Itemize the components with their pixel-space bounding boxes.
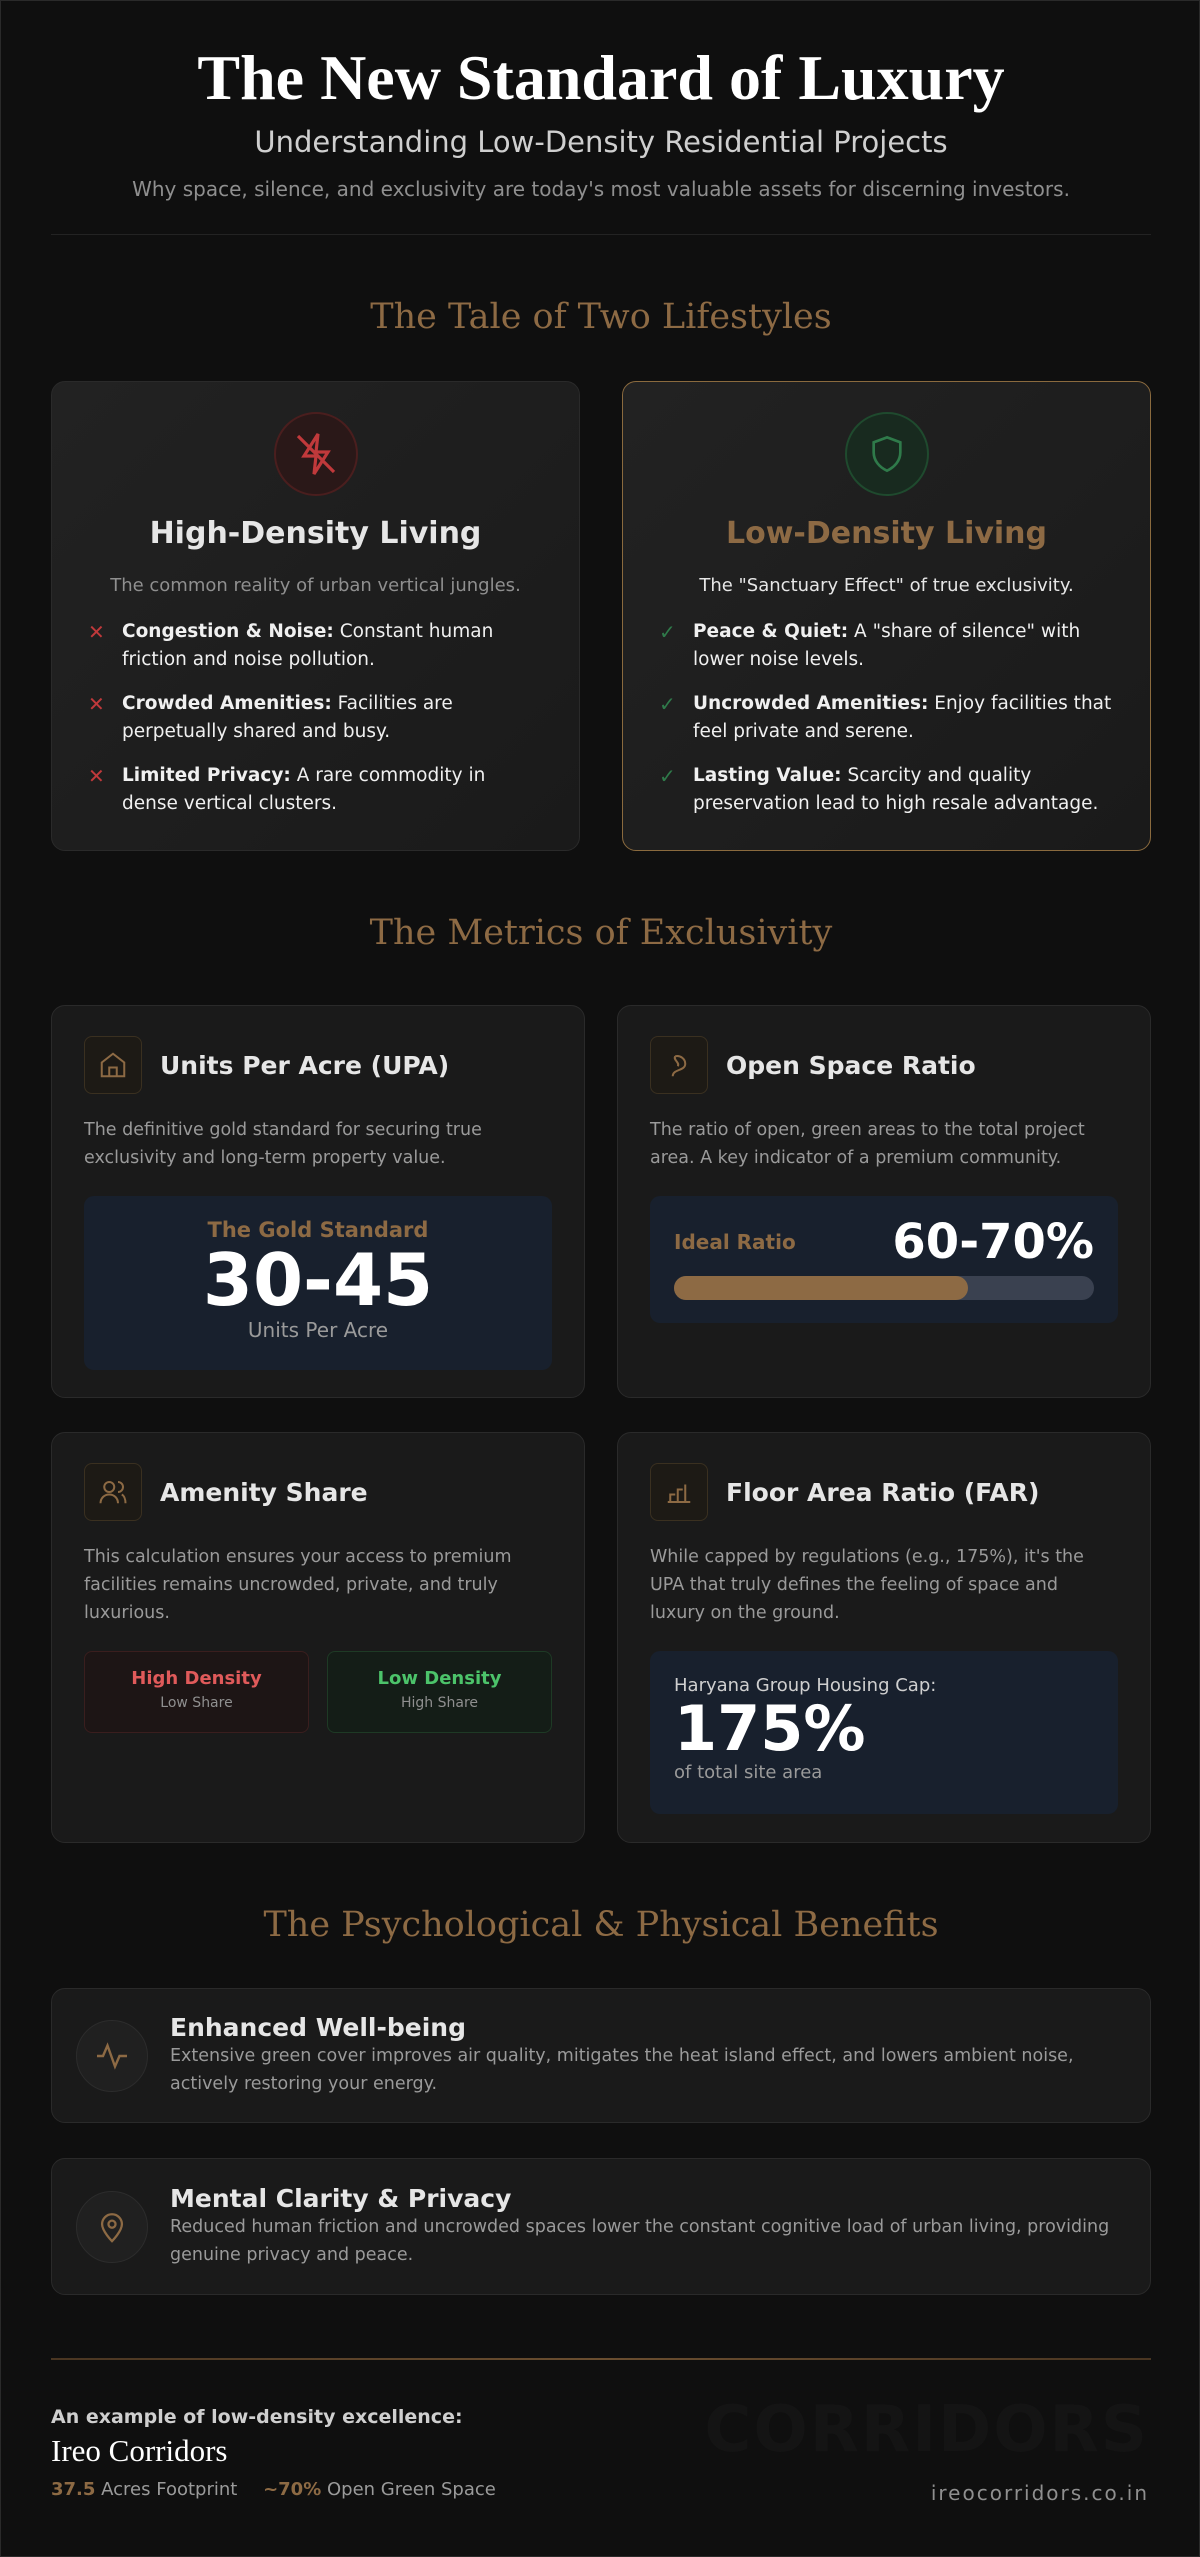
list-marker: ✓ (659, 764, 676, 788)
progress-track (674, 1276, 1094, 1300)
badge-value: 30-45 (202, 1238, 434, 1322)
high-share: High Density Low Share (84, 1651, 309, 1733)
list-marker: ✕ (88, 692, 105, 716)
benefit-card: Mental Clarity & Privacy Reduced human fr… (51, 2158, 1151, 2295)
low-share: Low Density High Share (327, 1651, 552, 1733)
badge: The Gold Standard 30-45 Units Per Acre (84, 1196, 552, 1370)
footer-intro: An example of low-density excellence: (51, 2406, 463, 2428)
list-item: ✕ Congestion & Noise: Constant human fric… (88, 618, 543, 674)
metric-description: This calculation ensures your access to … (84, 1547, 512, 1623)
list-item: ✕ Limited Privacy: A rare commodity in de… (88, 762, 543, 818)
metric-description: The ratio of open, green areas to the to… (650, 1120, 1085, 1168)
list-text: Crowded Amenities: Facilities are perpet… (122, 690, 543, 746)
item-text: Scarcity and quality preservation lead t… (693, 765, 1099, 814)
benefit-text: Reduced human friction and uncrowded spa… (170, 2217, 1110, 2265)
card-title: High-Density Living (149, 516, 482, 551)
item-text: Facilities are perpetually shared and bu… (122, 693, 453, 742)
ratio-label: Ideal Ratio (674, 1230, 796, 1254)
list-item: ✓ Uncrowded Amenities: Enjoy facilities t… (659, 690, 1114, 746)
list-text: Limited Privacy: A rare commodity in den… (122, 762, 543, 818)
list-marker: ✕ (88, 764, 105, 788)
ratio-value: 60-70% (892, 1214, 1094, 1270)
divider (51, 234, 1151, 235)
share-sub: High Share (400, 1695, 479, 1711)
benefit-title: Mental Clarity & Privacy (170, 2184, 512, 2213)
item-label: Peace & Quiet: (693, 621, 849, 642)
stat-label: Open Green Space (326, 2479, 496, 2500)
list-item: ✓ Lasting Value: Scarcity and quality pre… (659, 762, 1114, 818)
badge-unit: Units Per Acre (247, 1318, 389, 1342)
item-text: Constant human friction and noise pollut… (122, 621, 494, 670)
subtitle: Understanding Low-Density Residential Pr… (254, 125, 948, 159)
share-label: Low Density (377, 1668, 502, 1689)
section-heading: The Psychological & Physical Benefits (263, 1905, 939, 1945)
share-sub: Low Share (160, 1695, 233, 1711)
cap-label: Haryana Group Housing Cap: (674, 1675, 937, 1696)
metric-title: Amenity Share (160, 1477, 368, 1507)
far-card: Floor Area Ratio (FAR) While capped by r… (617, 1432, 1151, 1843)
list-text: Congestion & Noise: Constant human frict… (122, 618, 543, 674)
watermark: CORRIDORS (704, 2393, 1149, 2467)
benefit-text: Extensive green cover improves air quali… (170, 2046, 1074, 2094)
list-text: Lasting Value: Scarcity and quality pres… (693, 762, 1114, 818)
metric-description: The definitive gold standard for securin… (84, 1120, 482, 1168)
item-label: Lasting Value: (693, 765, 842, 786)
metric-description: While capped by regulations (e.g., 175%)… (650, 1547, 1084, 1623)
metric-title: Floor Area Ratio (FAR) (726, 1477, 1040, 1507)
share-label: High Density (131, 1668, 262, 1689)
item-label: Limited Privacy: (122, 765, 291, 786)
amenity-card: Amenity Share This calculation ensures y… (51, 1432, 585, 1843)
section-heading: The Tale of Two Lifestyles (370, 297, 832, 337)
list-marker: ✓ (659, 692, 676, 716)
item-label: Congestion & Noise: (122, 621, 334, 642)
cap-value: 175% (674, 1692, 866, 1765)
list-text: Peace & Quiet: A "share of silence" with… (693, 618, 1114, 674)
list-marker: ✓ (659, 620, 676, 644)
stat-label: Acres Footprint (101, 2479, 238, 2500)
item-label: Uncrowded Amenities: (693, 693, 929, 714)
badge-label: The Gold Standard (207, 1218, 429, 1242)
item-label: Crowded Amenities: (122, 693, 332, 714)
item-text: A "share of silence" with lower noise le… (693, 621, 1081, 670)
item-text: A rare commodity in dense vertical clust… (122, 765, 486, 814)
ratio-box: Ideal Ratio 60-70% (650, 1196, 1118, 1323)
stat-value: 37.5 (51, 2479, 96, 2500)
tagline: Why space, silence, and exclusivity are … (132, 177, 1070, 201)
stat-value: ~70% (263, 2479, 322, 2500)
list-item: ✕ Crowded Amenities: Facilities are perpe… (88, 690, 543, 746)
benefit-card: Enhanced Well-being Extensive green cover… (51, 1988, 1151, 2123)
benefit-title: Enhanced Well-being (170, 2013, 466, 2042)
icon (844, 412, 929, 496)
progress-fill (674, 1276, 968, 1300)
card-subtitle: The "Sanctuary Effect" of true exclusivi… (699, 575, 1074, 596)
icon (273, 412, 358, 496)
open-space-card: Open Space Ratio The ratio of open, gree… (617, 1005, 1151, 1398)
item-text: Enjoy facilities that feel private and s… (693, 693, 1112, 742)
upa-card: Units Per Acre (UPA) The definitive gold… (51, 1005, 585, 1398)
metric-title: Units Per Acre (UPA) (160, 1050, 450, 1080)
title: The New Standard of Luxury (197, 42, 1005, 113)
list-marker: ✕ (88, 620, 105, 644)
cap-unit: of total site area (674, 1762, 823, 1783)
footer-name: Ireo Corridors (51, 2433, 228, 2468)
high-density-card: High-Density Living The common reality o… (51, 381, 580, 851)
list-text: Uncrowded Amenities: Enjoy facilities th… (693, 690, 1114, 746)
card-title: Low-Density Living (725, 516, 1048, 551)
card-subtitle: The common reality of urban vertical jun… (110, 575, 521, 596)
cap-box: Haryana Group Housing Cap: 175% of total… (650, 1651, 1118, 1814)
footer-stats: 37.5 Acres Footprint ~70% Open Green Spa… (51, 2479, 496, 2500)
list-item: ✓ Peace & Quiet: A "share of silence" wit… (659, 618, 1114, 674)
low-density-card: Low-Density Living The "Sanctuary Effect… (622, 381, 1151, 851)
footer-line (51, 2358, 1151, 2360)
section-heading: The Metrics of Exclusivity (369, 913, 833, 953)
footer-url: ireocorridors.co.in (930, 2481, 1149, 2505)
metric-title: Open Space Ratio (726, 1050, 976, 1080)
